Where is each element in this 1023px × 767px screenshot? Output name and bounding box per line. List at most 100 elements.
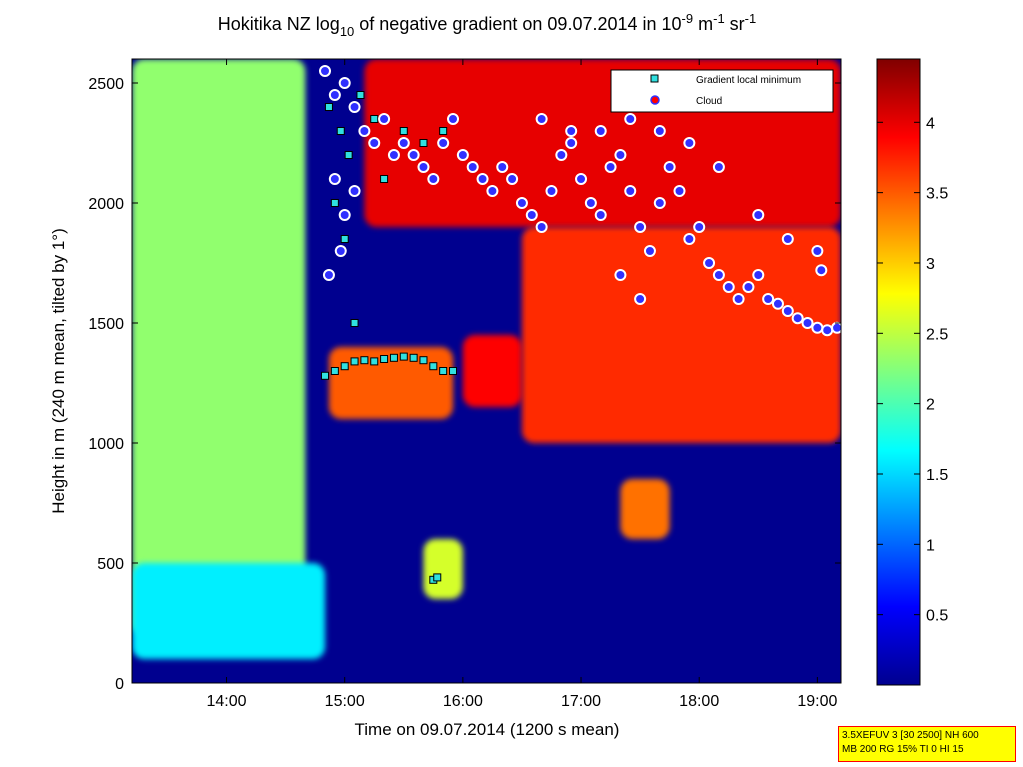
cloud-point	[683, 137, 696, 149]
cloud-point	[486, 185, 499, 197]
legend: Gradient local minimum Cloud	[610, 69, 834, 113]
gradient-minimum-point	[344, 151, 353, 159]
cloud-point	[565, 125, 578, 137]
cloud-point	[437, 137, 450, 149]
gradient-minimum-point	[324, 103, 333, 111]
cloud-point	[565, 137, 578, 149]
cloud-point	[515, 197, 528, 209]
legend-box	[610, 69, 834, 113]
cloud-point	[732, 293, 745, 305]
cloud-point	[338, 209, 351, 221]
cloud-point	[328, 173, 341, 185]
y-axis: 0 500 1000 1500 2000 2500	[88, 76, 841, 693]
cloud-point	[624, 113, 637, 125]
cloud-point	[545, 185, 558, 197]
plot-frame	[131, 58, 842, 684]
cloud-point	[397, 137, 410, 149]
cloud-point	[752, 209, 765, 221]
cloud-point	[387, 149, 400, 161]
title-sr-unit: sr	[725, 14, 745, 34]
title-prefix: Hokitika NZ log	[218, 14, 340, 34]
cloud-point	[348, 185, 361, 197]
cloud-legend-label: Cloud	[696, 96, 722, 107]
cloud-point	[322, 269, 335, 281]
x-tick-label: 16:00	[443, 693, 483, 710]
cloud-point	[604, 161, 617, 173]
colorbar-gradient	[876, 58, 921, 686]
heatmap-region	[620, 479, 670, 539]
gradient-minimum-point	[429, 362, 438, 371]
cloud-point	[614, 149, 627, 161]
cloud-point	[801, 317, 814, 329]
cloud-point	[634, 293, 647, 305]
cloud-point	[614, 269, 627, 281]
colorbar-tick-label: 2	[926, 397, 935, 414]
title-sub: 10	[340, 24, 354, 39]
gradient-minimum-point	[419, 139, 428, 147]
cloud-point	[348, 101, 361, 113]
gradient-minimum-point	[433, 573, 442, 582]
gradient-minimum-point	[356, 91, 365, 99]
gradient-legend-label: Gradient local minimum	[696, 75, 801, 86]
cloud-point	[525, 209, 538, 221]
gradient-minimum-point	[340, 235, 349, 243]
x-tick-label: 15:00	[325, 693, 365, 710]
gradient-minimum-point	[380, 175, 389, 183]
cloud-point	[653, 125, 666, 137]
cloud-point	[663, 161, 676, 173]
cloud-point	[712, 161, 725, 173]
heatmap-plot	[132, 59, 841, 683]
gradient-minimum-point	[321, 371, 330, 380]
gradient-minimum-point	[370, 357, 379, 366]
colorbar-tick-label: 1.5	[926, 467, 948, 484]
chart-title: Hokitika NZ log10 of negative gradient o…	[218, 11, 756, 39]
cloud-point	[328, 89, 341, 101]
x-axis-label: Time on 09.07.2014 (1200 s mean)	[355, 720, 620, 739]
colorbar-tick-label: 4	[926, 115, 935, 132]
cloud-point	[496, 161, 509, 173]
cloud-point	[643, 245, 656, 257]
heatmap-region	[132, 59, 306, 635]
title-exp3: -1	[745, 11, 757, 26]
title-exp1: -9	[682, 11, 694, 26]
cloud-point	[417, 161, 430, 173]
heatmap-region	[521, 227, 841, 443]
colorbar-tick-label: 3.5	[926, 186, 948, 203]
gradient-minimum-point	[370, 115, 379, 123]
cloud-point	[594, 125, 607, 137]
heatmap-region	[462, 335, 522, 407]
gradient-minimum-series	[321, 91, 458, 584]
cloud-point	[584, 197, 597, 209]
cloud-point	[815, 264, 828, 277]
gradient-minimum-point	[439, 127, 448, 135]
colorbar-tick-label: 3	[926, 256, 935, 273]
cloud-point	[338, 77, 351, 89]
cloud-point	[653, 197, 666, 209]
gradient-minimum-point	[399, 352, 408, 361]
cloud-point	[673, 185, 686, 197]
gradient-minimum-point	[409, 353, 418, 362]
cloud-point	[535, 221, 548, 233]
cloud-point	[447, 113, 460, 125]
cloud-point	[811, 321, 824, 334]
cloud-point	[476, 173, 489, 185]
gradient-minimum-point	[336, 127, 345, 135]
parameter-line-2: MB 200 RG 15% TI 0 HI 15	[842, 744, 964, 755]
colorbar-ticks: 0.5 1 1.5 2 2.5 3 3.5 4	[877, 115, 948, 625]
gradient-minimum-point	[389, 353, 398, 362]
parameter-box: 3.5XEFUV 3 [30 2500] NH 600 MB 200 RG 15…	[838, 726, 1016, 762]
cloud-point	[683, 233, 696, 245]
cloud-point	[624, 185, 637, 197]
y-tick-label: 500	[97, 556, 124, 573]
heatmap-region	[423, 539, 463, 599]
colorbar-tick-label: 1	[926, 537, 935, 554]
title-middle: of negative gradient on 09.07.2014 in 10	[354, 14, 681, 34]
colorbar: 0.5 1 1.5 2 2.5 3 3.5 4	[876, 58, 948, 686]
y-tick-label: 1500	[88, 316, 124, 333]
cloud-point	[712, 269, 725, 281]
cloud-point	[703, 257, 716, 269]
cloud-point	[456, 149, 469, 161]
cloud-point	[594, 209, 607, 221]
gradient-minimum-point	[419, 356, 428, 365]
cloud-point	[407, 149, 420, 161]
